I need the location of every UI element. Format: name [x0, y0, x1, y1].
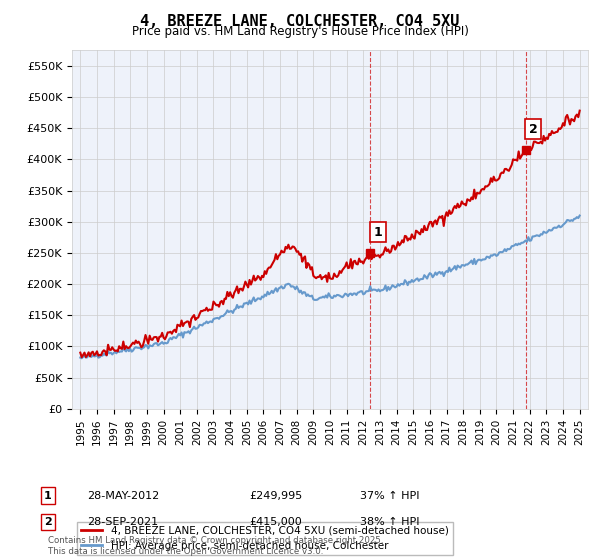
Text: 2: 2 [529, 123, 538, 136]
Text: 37% ↑ HPI: 37% ↑ HPI [360, 491, 419, 501]
Text: £415,000: £415,000 [249, 517, 302, 527]
Text: 2: 2 [44, 517, 52, 527]
Text: 28-SEP-2021: 28-SEP-2021 [87, 517, 158, 527]
Text: Price paid vs. HM Land Registry's House Price Index (HPI): Price paid vs. HM Land Registry's House … [131, 25, 469, 38]
Text: £249,995: £249,995 [249, 491, 302, 501]
Legend: 4, BREEZE LANE, COLCHESTER, CO4 5XU (semi-detached house), HPI: Average price, s: 4, BREEZE LANE, COLCHESTER, CO4 5XU (sem… [77, 521, 452, 555]
Text: 1: 1 [373, 226, 382, 239]
Text: 4, BREEZE LANE, COLCHESTER, CO4 5XU: 4, BREEZE LANE, COLCHESTER, CO4 5XU [140, 14, 460, 29]
Text: 1: 1 [44, 491, 52, 501]
Text: 28-MAY-2012: 28-MAY-2012 [87, 491, 159, 501]
Text: 38% ↑ HPI: 38% ↑ HPI [360, 517, 419, 527]
Text: Contains HM Land Registry data © Crown copyright and database right 2025.
This d: Contains HM Land Registry data © Crown c… [48, 536, 383, 556]
